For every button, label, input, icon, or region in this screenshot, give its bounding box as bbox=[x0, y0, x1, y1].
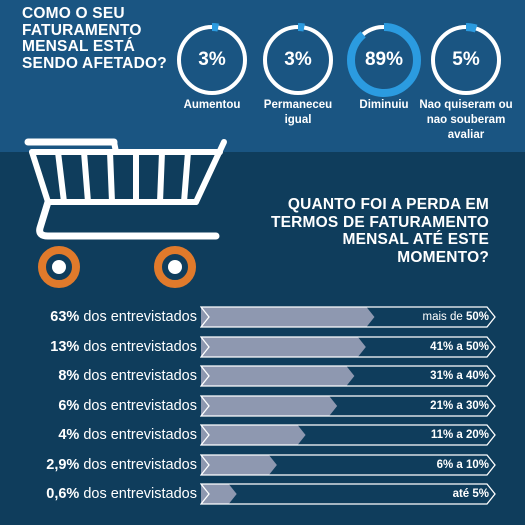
donut-arc-2 bbox=[261, 23, 335, 97]
donut-arc-1 bbox=[175, 23, 249, 97]
bar-row-4: 6% dos entrevistados 21% a 30% bbox=[0, 394, 525, 417]
bar-row-label: 4% dos entrevistados bbox=[0, 424, 197, 446]
bar-row-text: dos entrevistados bbox=[79, 456, 197, 473]
bar-svg-1 bbox=[200, 306, 496, 328]
bar-row-text: dos entrevistados bbox=[79, 397, 197, 414]
bar-svg-3 bbox=[200, 365, 496, 387]
bar-row-label: 63% dos entrevistados bbox=[0, 306, 197, 328]
donut-4: 5% bbox=[426, 20, 506, 100]
bar-svg-6 bbox=[200, 453, 496, 476]
bar-outline-7 bbox=[200, 483, 496, 505]
donut-label-3: Diminuiu bbox=[359, 99, 409, 111]
bar-svg-5 bbox=[200, 424, 496, 446]
bar-row-pct: 8% bbox=[58, 368, 80, 384]
bar-fill-5 bbox=[201, 425, 306, 445]
donut-1: 3% bbox=[172, 20, 252, 100]
bar-svg-2 bbox=[200, 335, 496, 358]
bar-row-pct: 2,9% bbox=[46, 456, 80, 473]
donut-ring-3 bbox=[347, 23, 421, 97]
bar-range-label: 6% a 10% bbox=[437, 454, 489, 476]
donut-ring-2 bbox=[261, 23, 335, 97]
bar-row-pct: 0,6% bbox=[46, 486, 80, 502]
bar-row-6: 2,9% dos entrevistados 6% a 10% bbox=[0, 453, 525, 476]
bar-range-value: 21% a 30% bbox=[430, 399, 489, 412]
shopping-cart-icon bbox=[24, 138, 227, 240]
bar-outline-1 bbox=[200, 306, 496, 328]
bar-outline-6 bbox=[200, 453, 496, 476]
bar-svg-4 bbox=[200, 394, 496, 417]
bar-row-text: dos entrevistados bbox=[79, 486, 197, 502]
bar-range-label: 21% a 30% bbox=[430, 395, 489, 417]
bar-fill-6 bbox=[201, 454, 277, 475]
bar-fill-3 bbox=[201, 366, 355, 386]
bar-range-label: 41% a 50% bbox=[430, 336, 489, 358]
bar-row-label: 6% dos entrevistados bbox=[0, 395, 197, 417]
bar-range-value: até 5% bbox=[452, 488, 489, 500]
bar-fill-1 bbox=[201, 307, 375, 327]
bar-range-label: mais de 50% bbox=[423, 306, 490, 328]
question-1-title: COMO O SEU FATURAMENTO MENSAL ESTÁ SENDO… bbox=[22, 5, 167, 72]
cart-wheel-right bbox=[154, 246, 196, 288]
bar-range-value: 41% a 50% bbox=[430, 340, 489, 353]
bar-row-pct: 6% bbox=[58, 397, 80, 414]
donut-label-4: Nao quiseram ou nao souberam avaliar bbox=[419, 99, 513, 141]
bar-row-pct: 13% bbox=[50, 338, 80, 355]
donut-ring-1 bbox=[175, 23, 249, 97]
donut-label-1: Aumentou bbox=[183, 99, 241, 111]
bar-outline-4 bbox=[200, 394, 496, 417]
donut-arc-3 bbox=[347, 23, 421, 97]
bar-range-value: 50% bbox=[465, 311, 489, 323]
bar-row-text: dos entrevistados bbox=[79, 309, 197, 325]
donut-arc-4 bbox=[429, 23, 503, 97]
donut-value-3: 89% bbox=[364, 49, 404, 70]
bar-row-7: 0,6% dos entrevistados até 5% bbox=[0, 483, 525, 505]
bar-range-label: até 5% bbox=[453, 483, 489, 505]
bar-row-text: dos entrevistados bbox=[79, 338, 197, 355]
bar-row-label: 8% dos entrevistados bbox=[0, 365, 197, 387]
bar-row-3: 8% dos entrevistados 31% a 40% bbox=[0, 365, 525, 387]
bar-svg-7 bbox=[200, 483, 496, 505]
bar-range-value: 6% a 10% bbox=[436, 458, 489, 471]
bar-fill-2 bbox=[201, 336, 366, 357]
bar-range-prefix: mais de bbox=[422, 311, 466, 323]
bar-range-label: 31% a 40% bbox=[430, 365, 489, 387]
bar-outline-3 bbox=[200, 365, 496, 387]
bar-fill-7 bbox=[201, 484, 237, 504]
bar-row-1: 63% dos entrevistados mais de 50% bbox=[0, 306, 525, 328]
bar-row-label: 13% dos entrevistados bbox=[0, 336, 197, 358]
bar-range-value: 11% a 20% bbox=[430, 429, 489, 441]
bar-outline-5 bbox=[200, 424, 496, 446]
bar-range-label: 11% a 20% bbox=[431, 424, 489, 446]
bar-fill-4 bbox=[201, 395, 338, 416]
donut-value-1: 3% bbox=[198, 49, 226, 70]
donut-value-4: 5% bbox=[452, 49, 480, 70]
bar-range-value: 31% a 40% bbox=[430, 370, 489, 382]
bar-row-2: 13% dos entrevistados 41% a 50% bbox=[0, 335, 525, 358]
bar-row-label: 2,9% dos entrevistados bbox=[0, 454, 197, 476]
donut-value-2: 3% bbox=[284, 49, 312, 70]
donut-ring-4 bbox=[429, 23, 503, 97]
bar-outline-2 bbox=[200, 335, 496, 358]
cart-wheel-left bbox=[38, 246, 80, 288]
bar-row-pct: 4% bbox=[58, 427, 80, 443]
donut-3: 89% bbox=[344, 20, 424, 100]
bar-row-pct: 63% bbox=[50, 309, 80, 325]
donut-2: 3% bbox=[258, 20, 338, 100]
bar-row-text: dos entrevistados bbox=[79, 427, 197, 443]
bar-row-text: dos entrevistados bbox=[79, 368, 197, 384]
bar-row-5: 4% dos entrevistados 11% a 20% bbox=[0, 424, 525, 446]
bar-row-label: 0,6% dos entrevistados bbox=[0, 483, 197, 505]
question-2-title: QUANTO FOI A PERDA EM TERMOS DE FATURAME… bbox=[270, 196, 489, 266]
donut-label-2: Permaneceu igual bbox=[263, 99, 333, 126]
